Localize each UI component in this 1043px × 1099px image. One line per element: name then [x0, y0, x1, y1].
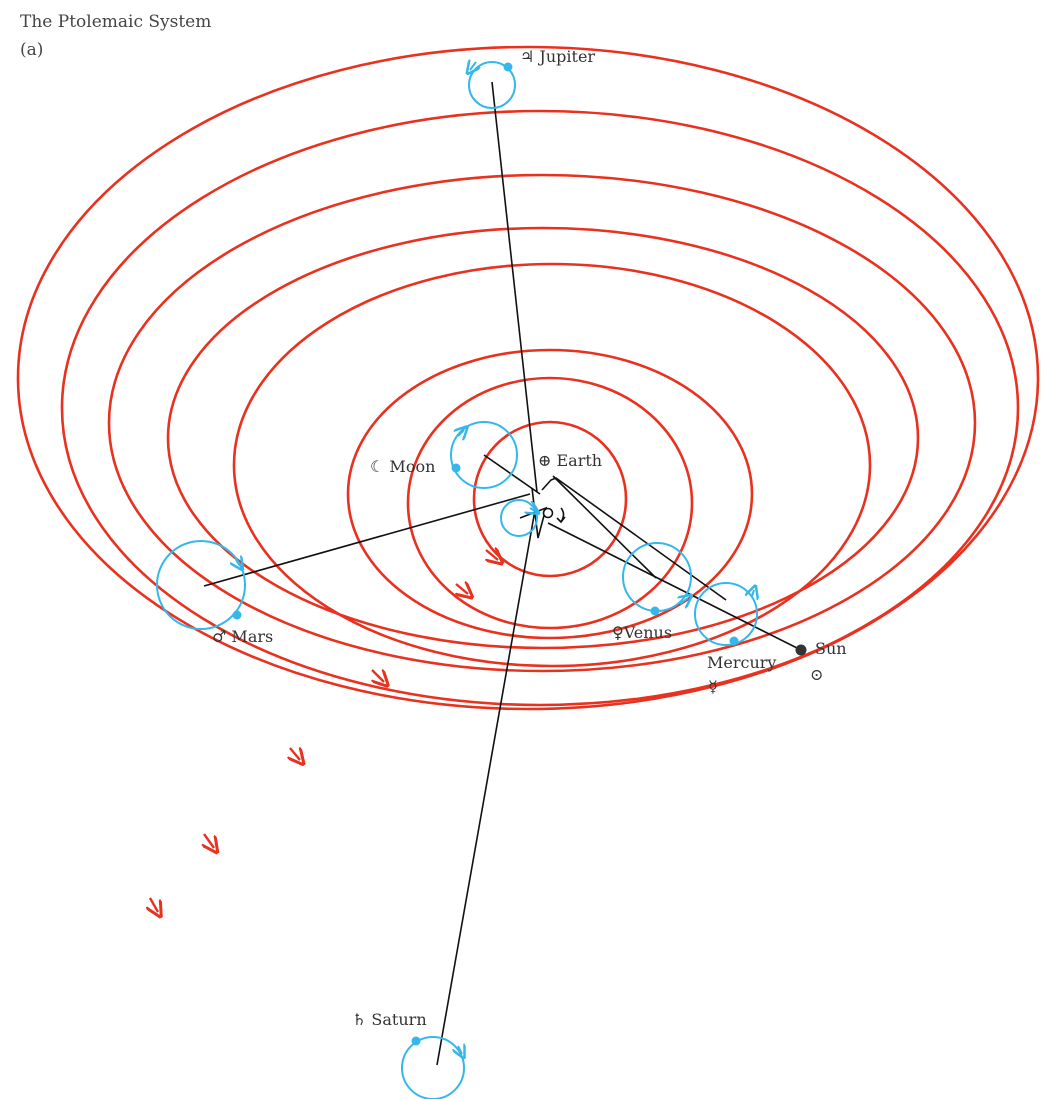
epicycle-mercury-arrow [752, 590, 754, 596]
label-jupiter: ♃ Jupiter [520, 47, 595, 66]
label-sun-symbol: ⊙ [810, 665, 823, 684]
orbit-mercury [406, 376, 694, 630]
arrow-orbit-mercury [486, 550, 498, 560]
diagram-title: The Ptolemaic System [20, 12, 212, 32]
spoke-sun [547, 522, 802, 651]
arrow-orbit-saturn [150, 897, 158, 912]
arrow-orbit-mars [372, 670, 384, 682]
epicycle-jupiter-arrow [470, 62, 476, 70]
label-earth: ⊕ Earth [538, 451, 602, 470]
spoke-mercury [541, 477, 727, 601]
spoke-mars [203, 493, 531, 587]
epicycle-mars [156, 540, 246, 630]
planet-mercury [729, 636, 739, 646]
spoke-jupiter [491, 81, 538, 493]
epicycle-mars-arrow [236, 560, 240, 566]
planet-saturn [411, 1036, 421, 1046]
spoke-moon [483, 454, 541, 495]
arrow-orbit-jupiter [290, 748, 300, 760]
orbit-moon [472, 420, 628, 578]
epicycle-mercury [694, 582, 758, 646]
body-labels: ♃ Jupiter ☾ Moon ⊕ Earth ♂ Mars ♀Venus M… [212, 47, 847, 1029]
diagram-sublabel: (a) [20, 40, 44, 60]
center-markers [542, 507, 807, 656]
label-saturn: ♄ Saturn [352, 1010, 427, 1029]
spoke-saturn [436, 509, 536, 1066]
spoke-venus [552, 475, 657, 579]
orbit-sun [232, 262, 872, 668]
orbit-mars [166, 226, 920, 650]
earth-rotation-arrowhead [556, 516, 566, 524]
orbit-saturn [16, 45, 1040, 711]
deferent-orbits [16, 45, 1040, 711]
epicycle-sun [500, 499, 538, 537]
earth-marker [542, 507, 554, 519]
epicycle-jupiter [468, 61, 516, 109]
epicycle-moon [450, 421, 518, 489]
planet-mars [232, 610, 242, 620]
label-mercury: Mercury [707, 653, 776, 672]
arrow-orbit-outer-2 [204, 833, 214, 848]
label-moon: ☾ Moon [370, 457, 435, 476]
epicycle-venus-arrow [680, 598, 688, 604]
planet-venus [650, 606, 660, 616]
arrow-orbit-venus [456, 584, 468, 594]
label-mercury-symbol: ☿ [708, 677, 718, 696]
orbit-jupiter [107, 173, 977, 673]
label-mars: ♂ Mars [212, 627, 273, 646]
orbit-outer-2 [60, 109, 1020, 707]
planet-moon [451, 463, 461, 473]
epicycle-sun-arrow [530, 508, 535, 511]
label-sun: Sun [815, 639, 847, 658]
planet-jupiter [503, 62, 513, 72]
epicycle-moon-arrow [458, 430, 464, 436]
orbit-venus [346, 348, 754, 640]
orbit-direction-arrows [150, 550, 498, 912]
epicycle-saturn [401, 1036, 465, 1099]
epicycles [156, 61, 758, 1099]
sun-dot [795, 644, 807, 656]
epicycle-saturn-arrow [458, 1046, 462, 1054]
label-venus: ♀Venus [612, 623, 672, 642]
